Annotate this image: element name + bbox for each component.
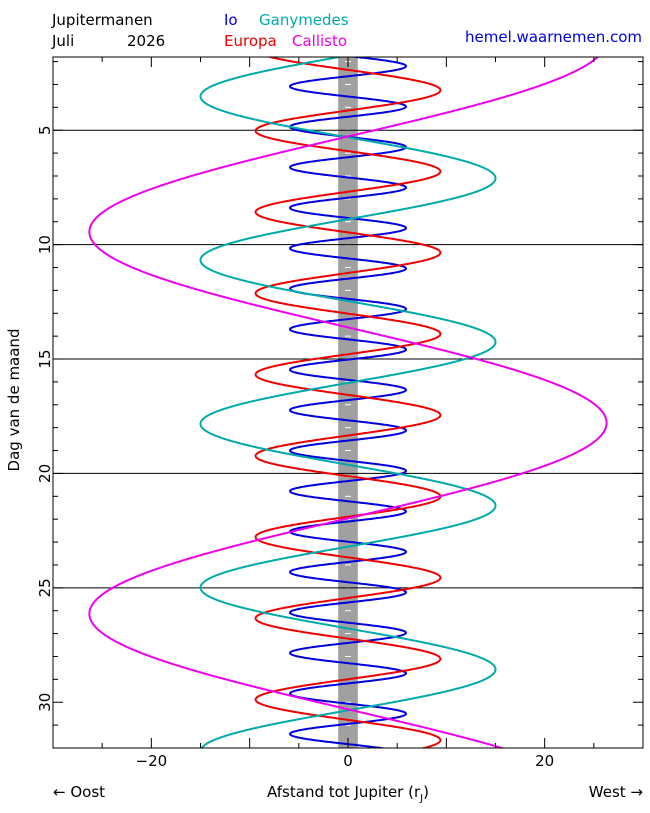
legend-ganymedes: Ganymedes [259,11,349,29]
y-tick-label: 20 [36,464,54,483]
legend-callisto: Callisto [292,32,347,50]
x-axis-label-main: Afstand tot Jupiter (r [267,783,421,801]
y-axis-label: Dag van de maand [5,329,23,472]
y-tick-label: 30 [36,693,54,712]
x-axis-label-sub: J [419,793,423,804]
legend-europa: Europa [224,32,277,50]
legend-io: Io [224,11,238,29]
series-line-europa [254,57,442,748]
y-tick-label: 5 [36,125,54,135]
chart-title: Jupitermanen [51,11,153,29]
y-tick-label: 15 [36,349,54,368]
y-tick-label: 25 [36,578,54,597]
series-line-io [288,57,408,748]
x-axis-label: Afstand tot Jupiter (rJ) [267,783,429,804]
x-tick-label: 0 [343,752,353,770]
west-arrow-label: West → [589,783,643,801]
series-line-callisto [88,57,608,748]
chart-month: Juli [51,32,74,50]
series-line-ganymedes [199,57,497,748]
jupiter-band [338,57,358,748]
x-tick-label: −20 [136,752,168,770]
y-tick-label: 10 [36,235,54,254]
site-url: hemel.waarnemen.com [465,28,642,46]
x-axis-label-close: ) [423,783,429,801]
day-gridlines [53,129,643,589]
chart-year: 2026 [127,32,165,50]
x-axis: −20 0 20 [52,57,644,770]
moon-curves [88,57,608,748]
y-axis: 5 10 15 20 25 30 [36,61,643,749]
x-tick-label: 20 [535,752,554,770]
east-arrow-label: ← Oost [53,783,105,801]
